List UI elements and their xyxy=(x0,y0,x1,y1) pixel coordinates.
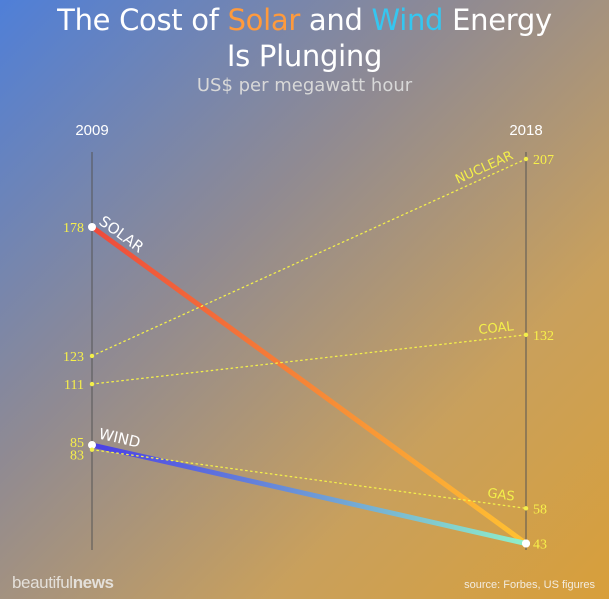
title-wind-word: Wind xyxy=(371,3,444,37)
title-line-2: Is Plunging xyxy=(226,39,383,73)
point-coal-2018 xyxy=(523,332,529,338)
series-line-gas xyxy=(91,449,527,509)
title-part-2: and xyxy=(299,3,372,37)
value-label-gas-2018: 58 xyxy=(533,502,547,517)
value-label-gas-2009: 83 xyxy=(70,449,84,464)
x-label-2018: 2018 xyxy=(509,122,542,139)
title-part-3: Energy xyxy=(443,3,552,37)
series-line-nuclear xyxy=(91,158,527,357)
point-nuclear-2009 xyxy=(89,353,95,359)
point-solar-2009 xyxy=(88,222,96,231)
value-label-coal-2009: 111 xyxy=(64,378,84,393)
point-wind-2018 xyxy=(522,539,530,548)
brand-light: beautiful xyxy=(12,573,73,592)
brand-bold: news xyxy=(72,573,114,592)
chart-subtitle: US$ per megawatt hour xyxy=(196,75,413,96)
value-label-solar-2018: 43 xyxy=(533,538,547,553)
value-label-nuclear-2009: 123 xyxy=(63,350,84,365)
series-line-wind xyxy=(89,442,529,546)
series-line-solar xyxy=(89,224,529,546)
source-note: source: Forbes, US figures xyxy=(464,579,595,591)
brand-logo: beautifulnews xyxy=(12,573,114,593)
point-nuclear-2018 xyxy=(523,156,529,162)
title-solar-word: Solar xyxy=(227,3,301,37)
x-label-2009: 2009 xyxy=(75,122,108,139)
point-gas-2009 xyxy=(89,447,95,452)
series-label-gas: GAS xyxy=(486,486,515,505)
value-label-coal-2018: 132 xyxy=(533,329,554,344)
series-line-coal xyxy=(91,334,527,385)
value-label-nuclear-2018: 207 xyxy=(533,153,554,168)
point-coal-2009 xyxy=(89,381,95,387)
value-label-wind-2009: 85 xyxy=(70,436,84,451)
chart-title: The Cost of Solar and Wind Energy Is Plun… xyxy=(0,2,609,74)
value-label-solar-2009: 178 xyxy=(63,221,84,236)
point-gas-2018 xyxy=(523,506,529,511)
series-label-coal: COAL xyxy=(478,319,515,338)
point-wind-2009 xyxy=(88,441,96,450)
title-part-1: The Cost of xyxy=(57,3,228,37)
